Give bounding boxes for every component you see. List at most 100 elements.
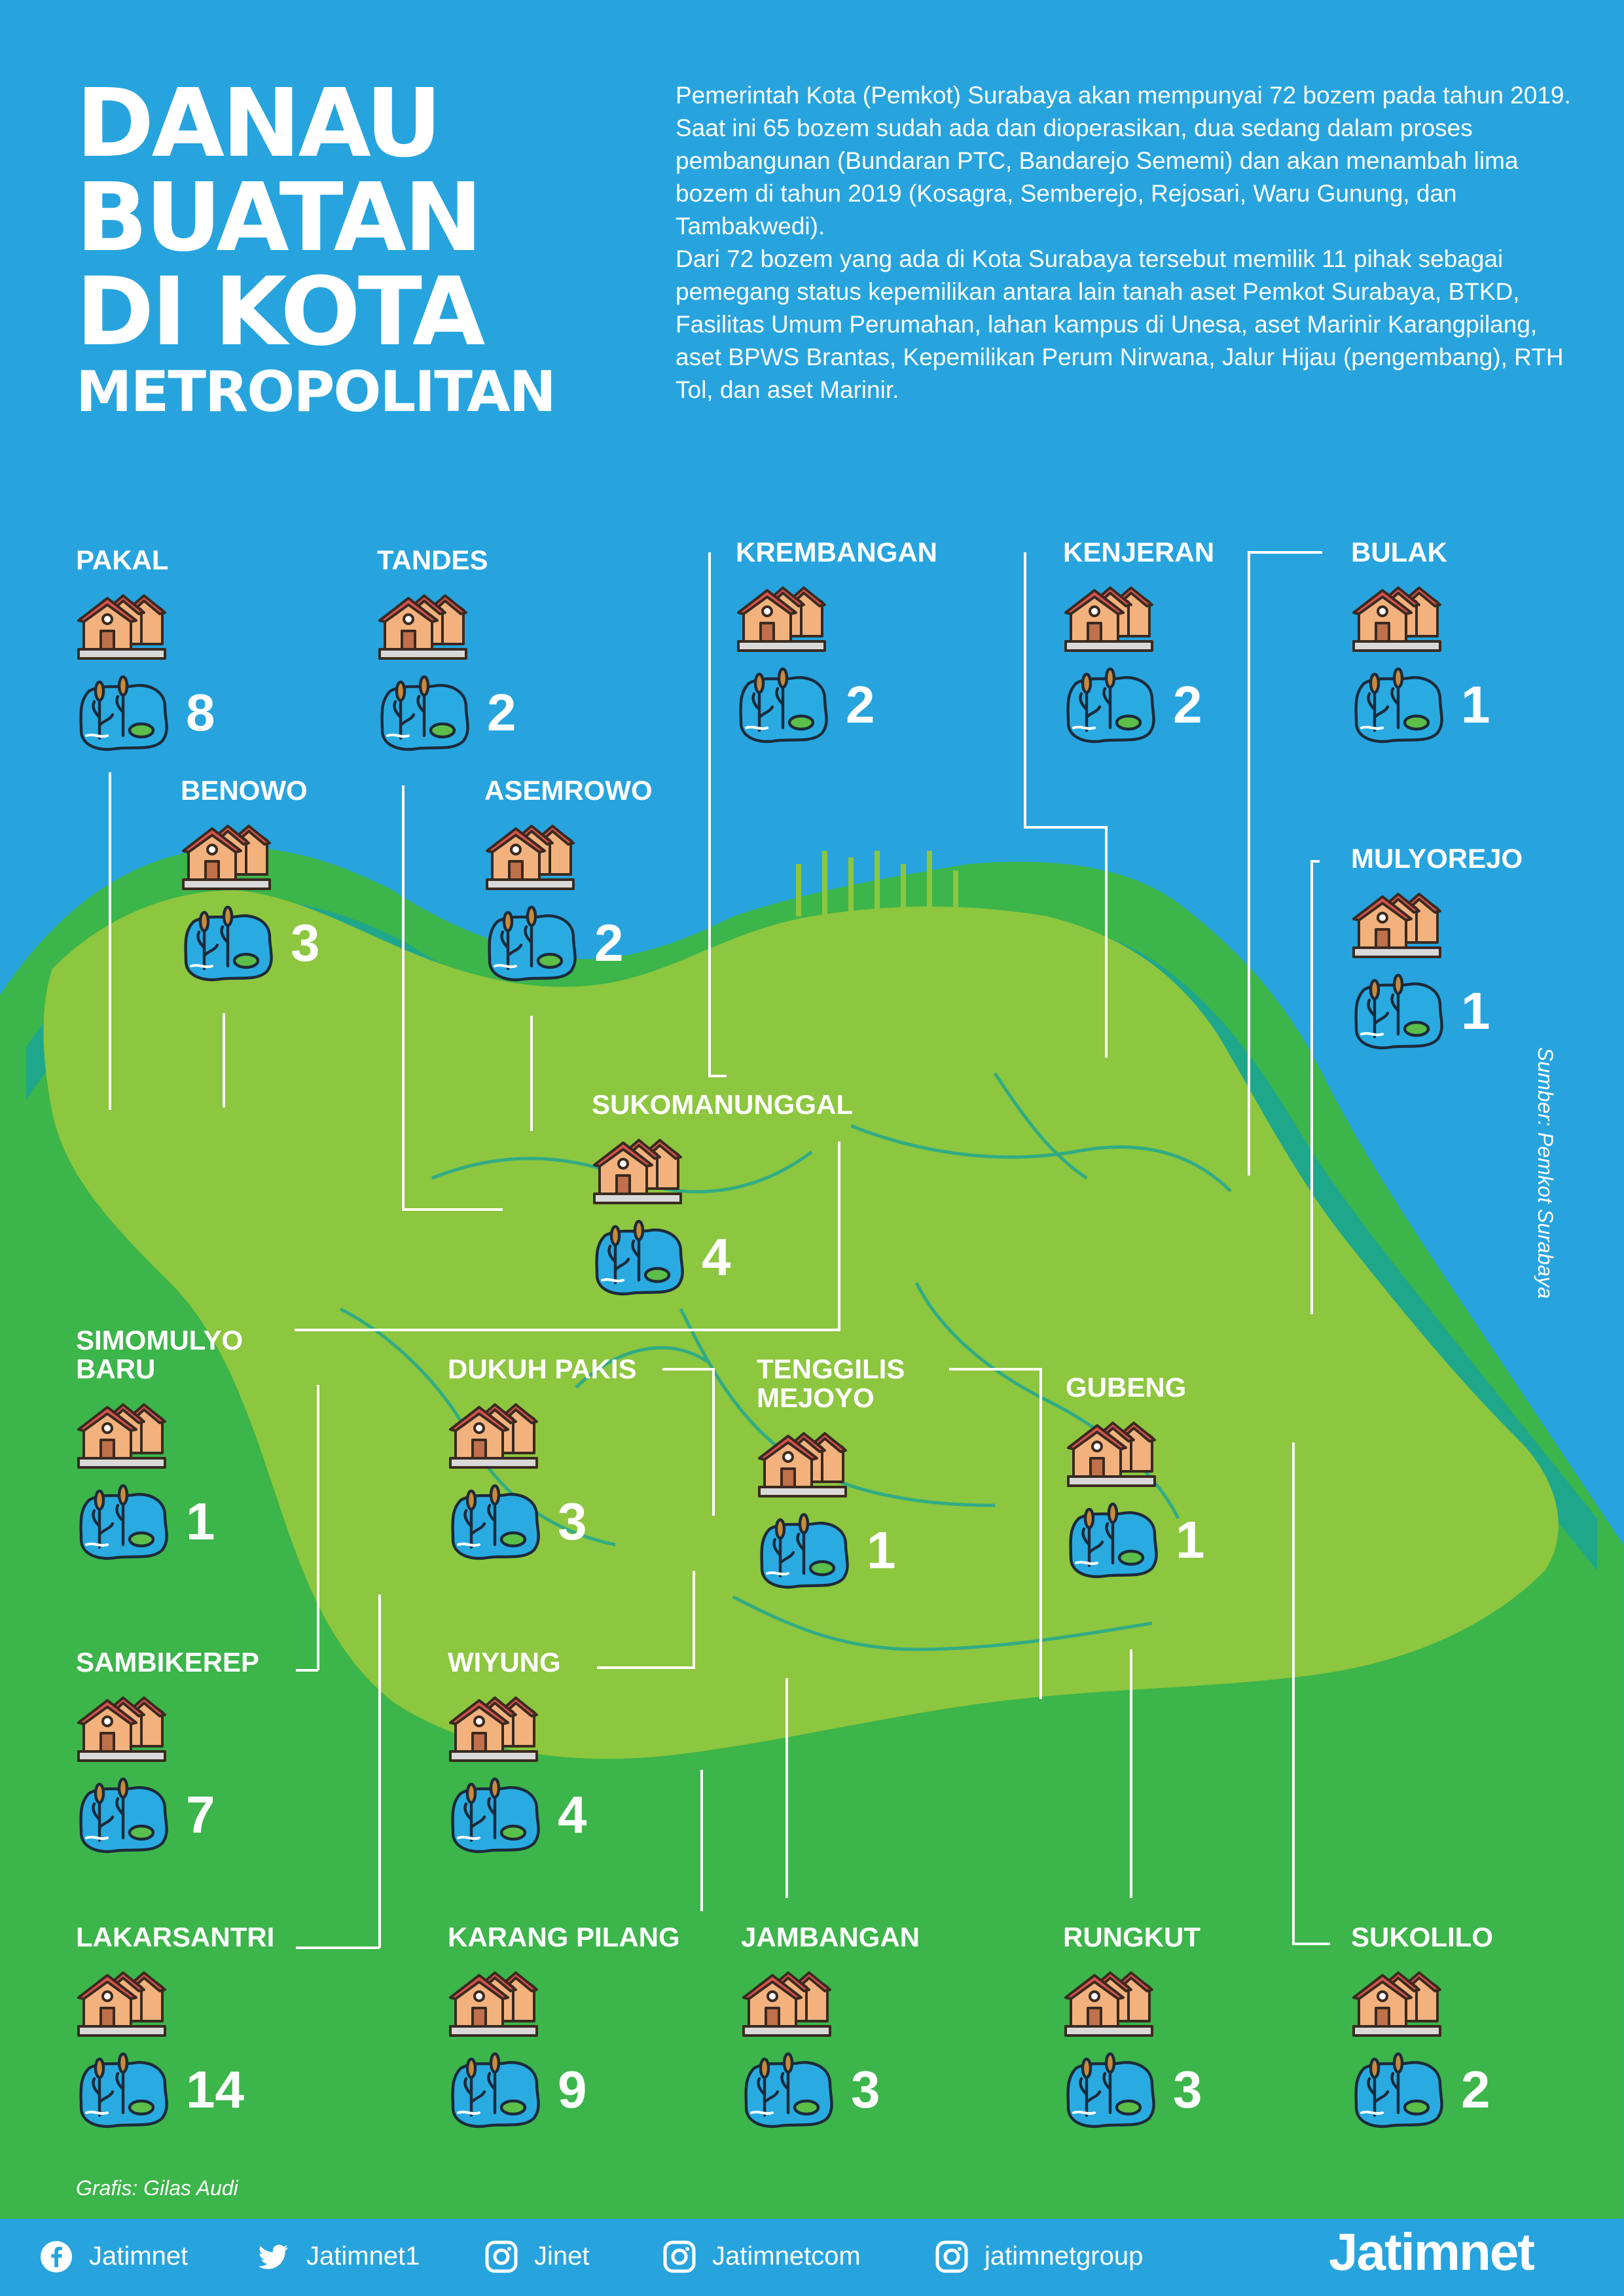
house-cluster-icon bbox=[77, 594, 166, 660]
district-krembangan: KREMBANGAN 2 bbox=[736, 539, 1024, 746]
pond-reed-icon bbox=[1354, 2052, 1443, 2128]
bozem-count: 2 bbox=[487, 684, 516, 742]
land-inner bbox=[43, 890, 1559, 1759]
district-lakarsantri: LAKARSANTRI 14 bbox=[76, 1924, 364, 2131]
pond-reed-icon bbox=[1069, 1502, 1158, 1579]
instagram-link-jatimnetgroup[interactable]: jatimnetgroup bbox=[935, 2240, 1143, 2274]
house-cluster-icon bbox=[77, 1971, 166, 2037]
district-name: GUBENG bbox=[1066, 1373, 1187, 1403]
twitter-handle: Jatimnet1 bbox=[306, 2242, 420, 2270]
facebook-icon bbox=[39, 2240, 73, 2274]
district-name: KARANG PILANG bbox=[448, 1923, 680, 1953]
pond-reed-icon bbox=[79, 2052, 168, 2128]
jatimnet-logo: Jatimnet bbox=[1329, 2224, 1535, 2282]
district-name: PAKAL bbox=[76, 546, 169, 576]
district-name: KENJERAN bbox=[1063, 538, 1215, 568]
house-cluster-icon bbox=[182, 825, 271, 890]
bozem-count: 1 bbox=[186, 1493, 215, 1551]
house-cluster-icon bbox=[593, 1139, 682, 1204]
district-name: DUKUH PAKIS bbox=[448, 1355, 637, 1385]
bozem-count: 3 bbox=[558, 1493, 587, 1551]
district-name: KREMBANGAN bbox=[736, 538, 937, 568]
pond-reed-icon bbox=[451, 1777, 540, 1854]
title-line-1: DANAU bbox=[76, 68, 442, 178]
house-cluster-icon bbox=[1067, 1422, 1156, 1487]
district-sukomanunggal: SUKOMANUNGGAL 4 bbox=[592, 1091, 932, 1299]
district-gubeng: GUBENG 1 bbox=[1066, 1374, 1354, 1581]
bozem-count: 2 bbox=[1173, 676, 1202, 734]
house-cluster-icon bbox=[1352, 586, 1441, 652]
district-name: MULYOREJO bbox=[1351, 844, 1523, 874]
district-name: SIMOMULYO BARU bbox=[76, 1326, 244, 1385]
house-cluster-icon bbox=[758, 1432, 847, 1498]
district-name: WIYUNG bbox=[448, 1648, 561, 1678]
instagram-handle-jinet: Jinet bbox=[534, 2242, 590, 2270]
district-bulak: BULAK 1 bbox=[1351, 539, 1624, 746]
main-title: DANAU BUATAN DI KOTA METROPOLITAN bbox=[76, 76, 600, 427]
bozem-count: 14 bbox=[186, 2061, 244, 2119]
pond-reed-icon bbox=[739, 667, 828, 744]
pond-reed-icon bbox=[760, 1513, 849, 1589]
district-sambikerep: SAMBIKEREP 7 bbox=[76, 1649, 364, 1856]
pond-reed-icon bbox=[79, 675, 168, 751]
instagram-link-jinet[interactable]: Jinet bbox=[484, 2240, 590, 2274]
intro-paragraph-2: Dari 72 bozem yang ada di Kota Surabaya … bbox=[676, 245, 1564, 403]
twitter-link[interactable]: Jatimnet1 bbox=[257, 2240, 420, 2274]
bozem-count: 3 bbox=[851, 2061, 880, 2119]
district-name: TANDES bbox=[377, 546, 488, 576]
house-cluster-icon bbox=[486, 825, 575, 890]
district-dukuh-pakis: DUKUH PAKIS 3 bbox=[448, 1355, 736, 1563]
district-asemrowo: ASEMROWO 2 bbox=[484, 777, 772, 984]
intro-paragraph-1: Pemerintah Kota (Pemkot) Surabaya akan m… bbox=[676, 81, 1571, 240]
facebook-handle: Jatimnet bbox=[89, 2242, 189, 2270]
house-cluster-icon bbox=[1064, 586, 1153, 652]
district-name: TENGGILIS MEJOYO bbox=[757, 1355, 905, 1414]
port-piers bbox=[796, 851, 958, 916]
bozem-count: 1 bbox=[867, 1522, 896, 1579]
house-cluster-icon bbox=[77, 1696, 166, 1762]
house-cluster-icon bbox=[737, 586, 826, 652]
bozem-count: 9 bbox=[558, 2061, 587, 2119]
pond-reed-icon bbox=[184, 905, 273, 982]
bozem-count: 3 bbox=[1173, 2061, 1202, 2119]
bozem-count: 1 bbox=[1176, 1511, 1205, 1569]
district-karang-pilang: KARANG PILANG 9 bbox=[448, 1924, 736, 2131]
pond-reed-icon bbox=[79, 1777, 168, 1854]
house-cluster-icon bbox=[1064, 1971, 1153, 2037]
pond-reed-icon bbox=[451, 2052, 540, 2128]
instagram-handle-jatimnetcom: Jatimnetcom bbox=[712, 2242, 861, 2270]
district-benowo: BENOWO 3 bbox=[181, 777, 469, 984]
source-note: Sumber: Pemkot Surabaya bbox=[1533, 1047, 1555, 1299]
bozem-count: 3 bbox=[291, 914, 320, 972]
bozem-count: 1 bbox=[1461, 982, 1490, 1040]
instagram-icon bbox=[484, 2240, 518, 2274]
title-line-2: BUATAN bbox=[76, 162, 483, 272]
house-cluster-icon bbox=[449, 1403, 538, 1469]
bozem-count: 8 bbox=[186, 684, 215, 742]
district-name: BULAK bbox=[1351, 538, 1447, 568]
pond-reed-icon bbox=[595, 1219, 684, 1296]
district-mulyorejo: MULYOREJO 1 bbox=[1351, 844, 1624, 1052]
instagram-link-jatimnetcom[interactable]: Jatimnetcom bbox=[662, 2240, 861, 2274]
house-cluster-icon bbox=[1352, 1971, 1441, 2037]
facebook-link[interactable]: Jatimnet bbox=[39, 2240, 188, 2274]
instagram-icon bbox=[662, 2240, 696, 2274]
pond-reed-icon bbox=[1066, 667, 1155, 744]
district-name: LAKARSANTRI bbox=[76, 1923, 275, 1953]
district-name: SAMBIKEREP bbox=[76, 1648, 260, 1678]
district-name: JAMBANGAN bbox=[741, 1923, 920, 1953]
bozem-count: 2 bbox=[846, 676, 875, 734]
twitter-icon bbox=[257, 2240, 291, 2274]
pond-reed-icon bbox=[1354, 667, 1443, 744]
district-kenjeran: KENJERAN 2 bbox=[1063, 539, 1351, 746]
bozem-count: 7 bbox=[186, 1786, 215, 1844]
district-name: RUNGKUT bbox=[1063, 1923, 1200, 1953]
house-cluster-icon bbox=[742, 1971, 831, 2037]
intro-text: Pemerintah Kota (Pemkot) Surabaya akan m… bbox=[676, 79, 1571, 406]
house-cluster-icon bbox=[77, 1403, 166, 1469]
pond-reed-icon bbox=[744, 2052, 833, 2128]
title-line-4: METROPOLITAN bbox=[76, 360, 556, 425]
pond-reed-icon bbox=[1066, 2052, 1155, 2128]
bozem-count: 2 bbox=[1461, 2061, 1490, 2119]
pond-reed-icon bbox=[1354, 973, 1443, 1050]
